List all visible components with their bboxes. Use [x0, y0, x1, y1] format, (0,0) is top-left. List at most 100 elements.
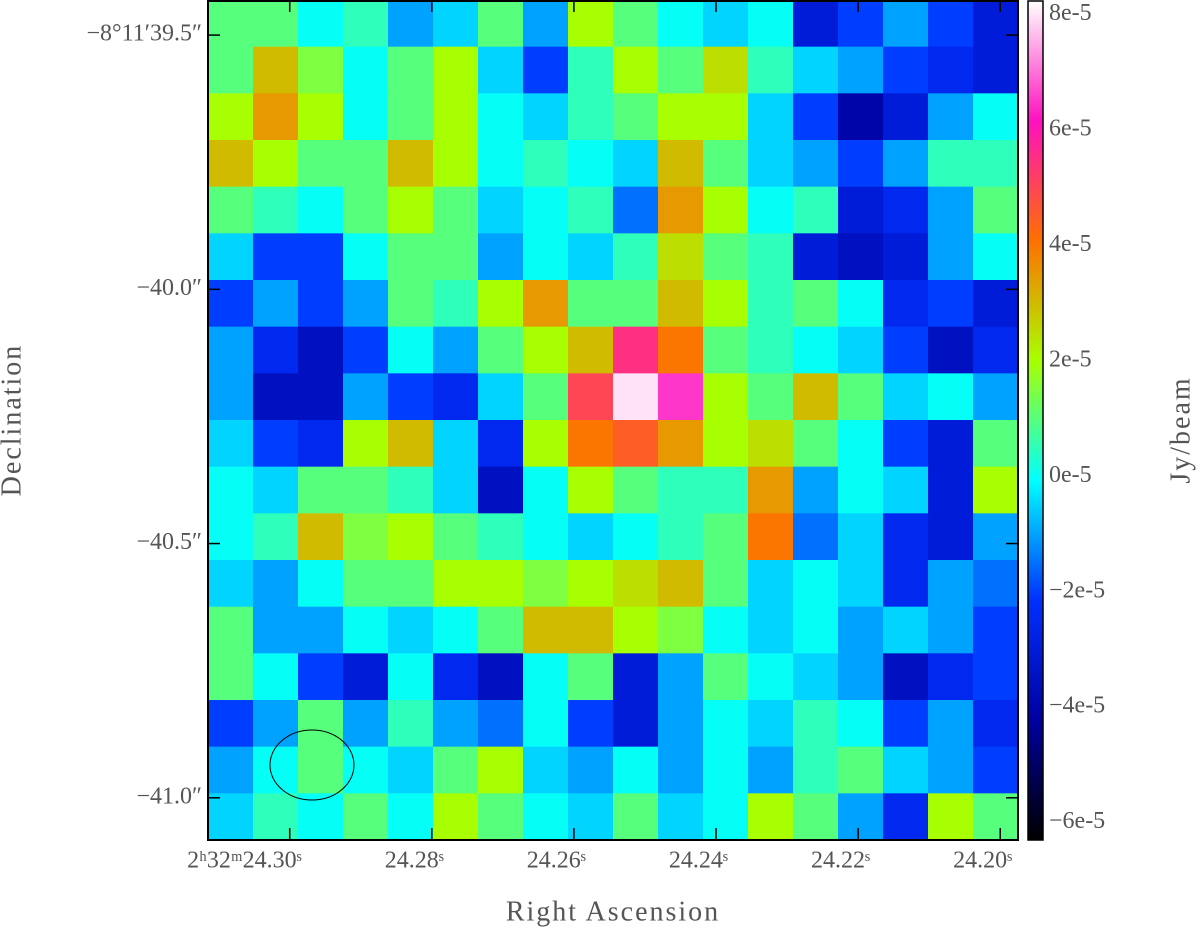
heatmap-cell	[253, 186, 299, 234]
heatmap-cell	[703, 606, 749, 654]
colorbar-tick-label: 0e-5	[1049, 462, 1092, 488]
heatmap-cell	[973, 420, 1019, 468]
heatmap-cell	[703, 560, 749, 608]
heatmap-cell	[748, 93, 794, 141]
heatmap-cell	[883, 420, 929, 468]
heatmap-cell	[973, 746, 1019, 794]
heatmap-cell	[658, 0, 704, 48]
heatmap-cell	[703, 466, 749, 514]
heatmap-cell	[793, 466, 839, 514]
heatmap-cell	[838, 0, 884, 48]
heatmap-cell	[658, 606, 704, 654]
heatmap-cell	[343, 700, 389, 748]
heatmap-cell	[703, 700, 749, 748]
heatmap-cell	[298, 326, 344, 374]
colorbar-tick-label: 4e-5	[1049, 231, 1092, 257]
heatmap-cell	[433, 93, 479, 141]
heatmap-cell	[568, 140, 614, 188]
heatmap-cell	[388, 700, 434, 748]
heatmap-cell	[253, 140, 299, 188]
heatmap-cell	[253, 233, 299, 281]
heatmap-cell	[523, 606, 569, 654]
heatmap-cell	[478, 793, 524, 841]
heatmap-cell	[883, 700, 929, 748]
heatmap-cell	[703, 140, 749, 188]
heatmap-cell	[208, 326, 254, 374]
heatmap-cell	[433, 653, 479, 701]
heatmap-cell	[433, 746, 479, 794]
heatmap-cell	[208, 746, 254, 794]
heatmap-cell	[343, 186, 389, 234]
heatmap-cell	[703, 513, 749, 561]
heatmap-cell	[748, 513, 794, 561]
x-tick-label: 24.22ˢ	[811, 848, 870, 874]
heatmap-cell	[793, 793, 839, 841]
heatmap-cell	[433, 700, 479, 748]
heatmap-cell	[388, 513, 434, 561]
heatmap-cell	[658, 466, 704, 514]
heatmap-cell	[253, 793, 299, 841]
heatmap-cell	[793, 233, 839, 281]
heatmap-cell	[343, 420, 389, 468]
heatmap-cell	[613, 653, 659, 701]
heatmap-cell	[388, 280, 434, 328]
heatmap-cell	[973, 700, 1019, 748]
heatmap-cell	[928, 233, 974, 281]
heatmap-cell	[388, 560, 434, 608]
heatmap-cell	[928, 326, 974, 374]
heatmap-cell	[208, 606, 254, 654]
heatmap-cell	[613, 560, 659, 608]
heatmap-cell	[928, 46, 974, 94]
heatmap-cell	[928, 0, 974, 48]
heatmap-cell	[478, 606, 524, 654]
heatmap-cell	[568, 93, 614, 141]
heatmap-cell	[568, 746, 614, 794]
heatmap-cell	[748, 793, 794, 841]
heatmap-cell	[838, 326, 884, 374]
heatmap-cell	[253, 326, 299, 374]
heatmap-cell	[658, 46, 704, 94]
heatmap-cell	[658, 793, 704, 841]
heatmap-cell	[568, 513, 614, 561]
heatmap-cell	[973, 93, 1019, 141]
heatmap-cell	[928, 653, 974, 701]
heatmap-cell	[883, 793, 929, 841]
heatmap-cell	[613, 280, 659, 328]
heatmap-cell	[703, 326, 749, 374]
heatmap-cell	[973, 653, 1019, 701]
heatmap-cell	[613, 0, 659, 48]
heatmap-cell	[298, 46, 344, 94]
heatmap-cell	[658, 140, 704, 188]
heatmap-cell	[748, 0, 794, 48]
heatmap-cell	[973, 46, 1019, 94]
heatmap-cell	[208, 560, 254, 608]
heatmap-cell	[433, 46, 479, 94]
heatmap-cell	[883, 93, 929, 141]
heatmap-cell	[703, 233, 749, 281]
heatmap-cell	[928, 373, 974, 421]
heatmap-cell	[838, 420, 884, 468]
heatmap-cell	[838, 513, 884, 561]
heatmap-cell	[928, 466, 974, 514]
heatmap-cell	[298, 513, 344, 561]
heatmap-cell	[388, 653, 434, 701]
heatmap-cell	[748, 186, 794, 234]
y-tick-label: −40.0″	[136, 275, 202, 301]
heatmap-cell	[388, 0, 434, 48]
heatmap-cell	[838, 560, 884, 608]
heatmap-cell	[298, 233, 344, 281]
heatmap-cell	[298, 420, 344, 468]
heatmap-cell	[433, 326, 479, 374]
heatmap-cell	[253, 746, 299, 794]
heatmap-cell	[973, 793, 1019, 841]
heatmap-cell	[298, 0, 344, 48]
heatmap-cell	[703, 793, 749, 841]
heatmap-cell	[928, 606, 974, 654]
heatmap-cell	[883, 46, 929, 94]
heatmap-cell	[388, 466, 434, 514]
heatmap-cell	[298, 700, 344, 748]
heatmap-cell	[298, 280, 344, 328]
heatmap-cell	[748, 653, 794, 701]
heatmap-cell	[658, 420, 704, 468]
heatmap-cell	[523, 653, 569, 701]
